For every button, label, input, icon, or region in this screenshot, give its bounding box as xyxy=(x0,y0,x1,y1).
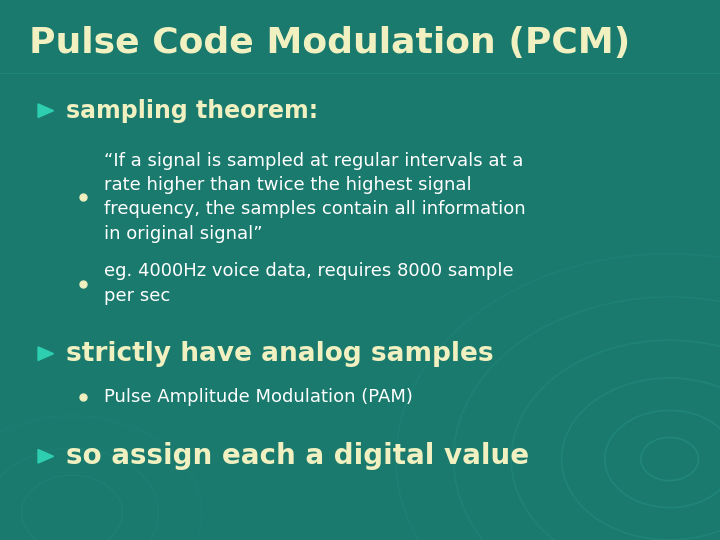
Text: so assign each a digital value: so assign each a digital value xyxy=(66,442,529,470)
Text: Pulse Code Modulation (PCM): Pulse Code Modulation (PCM) xyxy=(29,26,630,60)
Polygon shape xyxy=(38,449,53,463)
Text: sampling theorem:: sampling theorem: xyxy=(66,99,318,123)
Polygon shape xyxy=(38,347,53,361)
Text: Pulse Amplitude Modulation (PAM): Pulse Amplitude Modulation (PAM) xyxy=(104,388,413,406)
Text: eg. 4000Hz voice data, requires 8000 sample
per sec: eg. 4000Hz voice data, requires 8000 sam… xyxy=(104,262,514,305)
Text: strictly have analog samples: strictly have analog samples xyxy=(66,341,494,367)
Text: “If a signal is sampled at regular intervals at a
rate higher than twice the hig: “If a signal is sampled at regular inter… xyxy=(104,152,526,242)
Polygon shape xyxy=(38,104,53,118)
